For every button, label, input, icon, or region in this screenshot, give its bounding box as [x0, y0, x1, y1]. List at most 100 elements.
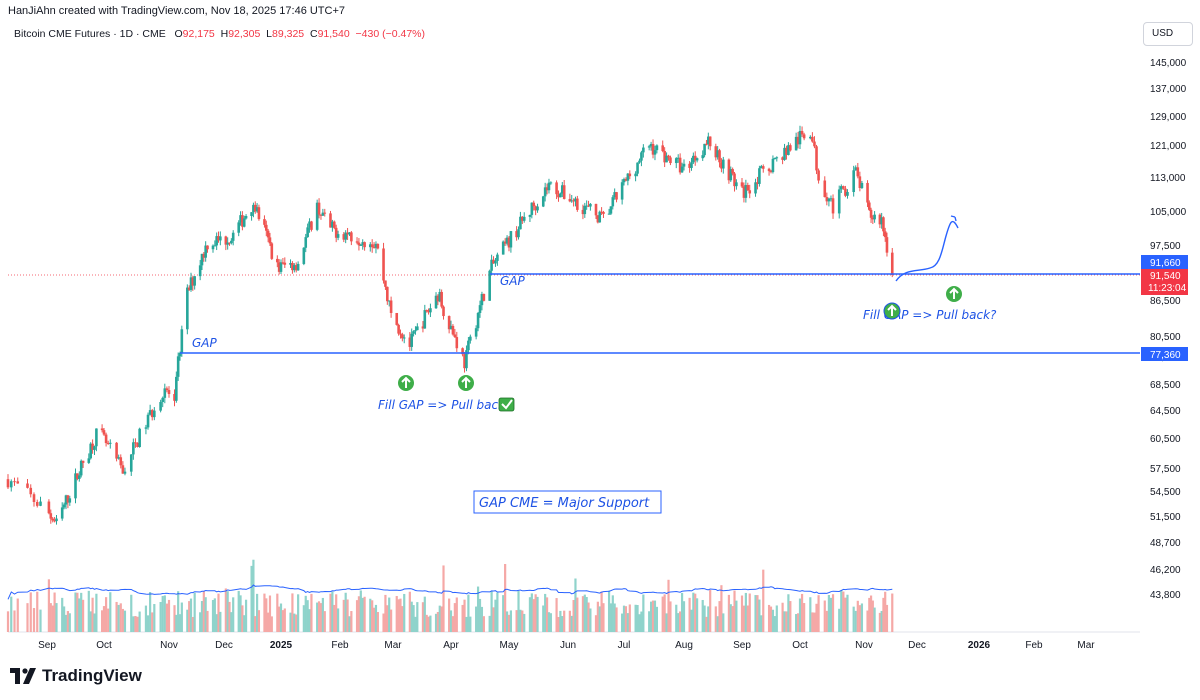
candle-body: [802, 134, 806, 139]
candle-body: [302, 247, 306, 264]
candle-body: [204, 245, 207, 258]
candle-body: [186, 287, 189, 330]
candle-body: [281, 262, 285, 264]
candle-body: [291, 262, 294, 271]
volume-bar: [613, 603, 616, 632]
volume-bar: [815, 603, 818, 632]
volume-bar: [467, 594, 470, 632]
volume-bar: [502, 595, 505, 632]
y-tick-label: 80,500: [1150, 332, 1181, 343]
candle-body: [317, 202, 321, 215]
volume-bar: [438, 605, 441, 632]
volume-bar: [107, 608, 110, 632]
candle-body: [372, 247, 376, 249]
fill-gap-question-label: Fill GAP => Pull back?: [863, 308, 997, 322]
candle-body: [319, 214, 323, 216]
y-tick-label: 97,500: [1150, 241, 1181, 252]
volume-bar: [217, 593, 220, 632]
candle-body: [858, 176, 862, 189]
y-tick-label: 46,200: [1150, 565, 1181, 576]
candle-body: [522, 216, 526, 221]
volume-bar: [490, 591, 493, 632]
volume-bar: [51, 605, 54, 632]
candle-body: [115, 442, 118, 459]
volume-bar: [585, 597, 588, 632]
candle-body: [402, 337, 406, 339]
candle-body: [78, 475, 81, 479]
volume-bar: [82, 599, 85, 632]
candle-body: [250, 212, 253, 216]
candle-body: [76, 473, 79, 479]
volume-bar: [783, 611, 786, 632]
volume-bar: [361, 597, 364, 632]
tradingview-logo[interactable]: TradingView: [10, 666, 142, 686]
volume-bar: [842, 591, 845, 632]
low-value: 89,325: [272, 28, 305, 40]
volume-bar: [534, 594, 537, 632]
volume-bar: [496, 592, 499, 632]
candle-body: [226, 242, 229, 245]
svg-text:91,540: 91,540: [1150, 271, 1181, 282]
x-tick-label: 2026: [968, 640, 991, 651]
candle-body: [51, 518, 54, 521]
candle-body: [748, 190, 752, 194]
candle-body: [200, 253, 204, 266]
volume-bar: [255, 593, 259, 632]
candle-body: [350, 232, 353, 242]
volume-bar: [230, 612, 233, 632]
currency-button[interactable]: USD: [1143, 22, 1193, 46]
volume-bar: [882, 597, 885, 632]
volume-bar: [302, 605, 305, 632]
volume-bar: [186, 609, 189, 632]
volume-bar: [232, 597, 235, 632]
volume-bar: [542, 605, 545, 632]
volume-bar: [161, 596, 164, 632]
svg-text:91,660: 91,660: [1150, 258, 1181, 269]
candle-body: [775, 157, 779, 159]
candle-body: [882, 217, 885, 232]
candle-body: [570, 200, 574, 202]
x-tick-label: Feb: [331, 640, 349, 651]
y-tick-label: 51,500: [1150, 512, 1181, 523]
candle-body: [727, 159, 731, 181]
candle-body: [91, 443, 94, 450]
volume-bar: [787, 594, 790, 632]
candle-body: [609, 206, 613, 214]
candle-body: [600, 211, 603, 213]
volume-bar: [395, 596, 398, 632]
checkmark-icon: [498, 397, 515, 412]
candle-body: [653, 150, 657, 155]
candle-body: [49, 513, 53, 519]
candle-body: [787, 145, 790, 155]
candle-body: [585, 205, 588, 207]
volume-bar: [482, 616, 485, 632]
volume-bar: [109, 592, 112, 632]
candle-body: [729, 169, 733, 181]
volume-bars: [6, 559, 894, 632]
symbol-title[interactable]: Bitcoin CME Futures · 1D · CME: [14, 28, 166, 40]
candle-body: [427, 310, 430, 313]
volume-bar: [574, 578, 577, 632]
candle-body: [159, 401, 162, 411]
candle-body: [800, 130, 804, 135]
candle-body: [447, 316, 451, 330]
volume-bar: [132, 616, 135, 632]
candle-body: [39, 501, 42, 506]
volume-bar: [480, 606, 484, 632]
x-tick-label: Dec: [215, 640, 233, 651]
volume-bar: [530, 593, 533, 632]
author-line: HanJiAhn created with TradingView.com, N…: [8, 5, 346, 17]
volume-bar: [860, 603, 864, 632]
candle-body: [494, 260, 497, 264]
candle-body: [482, 293, 486, 301]
candle-body: [868, 202, 871, 210]
candle-body: [368, 244, 372, 248]
volume-bar: [403, 593, 406, 632]
candle-body: [451, 325, 455, 335]
candle-body: [268, 237, 272, 244]
volume-bar: [448, 598, 451, 632]
candle-body: [607, 213, 611, 215]
candle-body: [463, 354, 466, 369]
volume-bar: [568, 610, 571, 632]
